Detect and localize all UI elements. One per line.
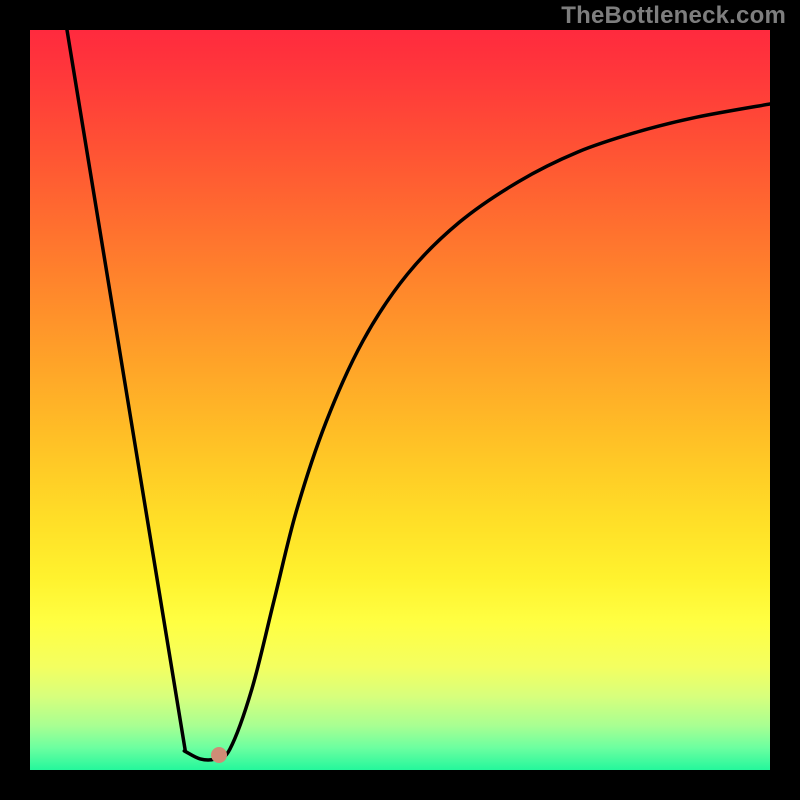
optimal-point-marker xyxy=(211,747,227,763)
plot-area xyxy=(30,30,770,770)
chart-frame: TheBottleneck.com xyxy=(0,0,800,800)
watermark-text: TheBottleneck.com xyxy=(561,2,786,30)
bottleneck-curve xyxy=(30,30,770,770)
